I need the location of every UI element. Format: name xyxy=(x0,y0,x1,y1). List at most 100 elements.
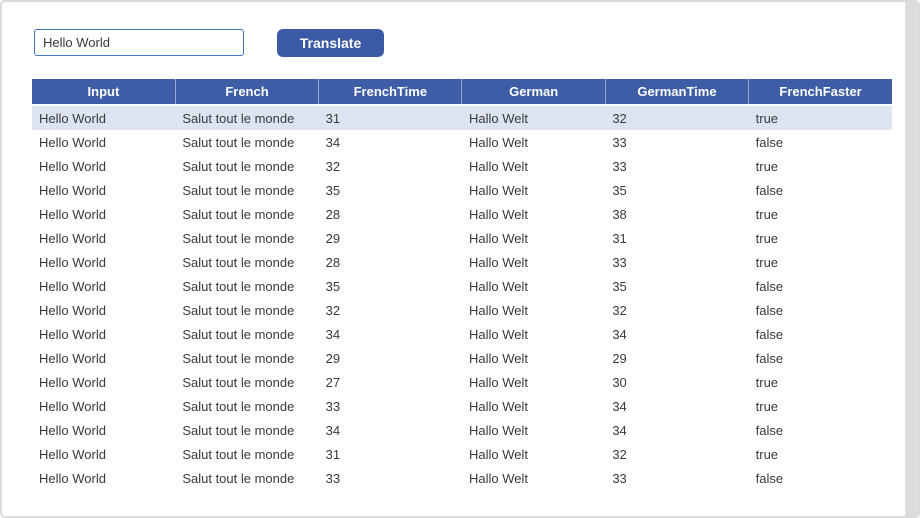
table-cell-germantime: 34 xyxy=(612,422,627,438)
table-row: Hello World Salut tout le monde 31 Hallo We… xyxy=(32,442,892,466)
column-header-frenchfaster: FrenchFaster xyxy=(748,79,892,106)
table-cell-frenchtime: 28 xyxy=(325,254,341,270)
table-cell-frenchtime: 34 xyxy=(325,422,341,438)
table-cell-input: Hello World xyxy=(39,326,106,342)
table-cell-french: Salut tout le monde xyxy=(182,470,295,486)
table-row: Hello World Salut tout le monde 35 Hallo We… xyxy=(32,178,892,202)
table-cell-german: Hallo Welt xyxy=(468,446,528,462)
table-cell-input: Hello World xyxy=(39,350,106,366)
table-cell-frenchtime: 35 xyxy=(325,278,341,294)
table-cell-german: Hallo Welt xyxy=(468,470,528,486)
table-cell-frenchfaster: false xyxy=(755,182,784,198)
table-cell-german: Hallo Welt xyxy=(468,254,528,270)
table-cell-input: Hello World xyxy=(39,470,106,486)
column-header-input: Input xyxy=(32,79,176,106)
scrollbar-track[interactable] xyxy=(905,2,918,516)
table-cell-german: Hallo Welt xyxy=(468,278,528,294)
table-cell-french: Salut tout le monde xyxy=(182,374,295,390)
table-cell-germantime: 29 xyxy=(612,350,627,366)
column-header-germantime: GermanTime xyxy=(605,79,750,106)
table-cell-frenchtime: 34 xyxy=(325,326,341,342)
table-cell-french: Salut tout le monde xyxy=(182,278,295,294)
table-row: Hello World Salut tout le monde 33 Hallo We… xyxy=(32,466,892,490)
table-cell-frenchfaster: true xyxy=(755,206,779,222)
table-header-row: Input French FrenchTime German GermanTim… xyxy=(32,79,892,106)
table-cell-french: Salut tout le monde xyxy=(182,230,295,246)
table-cell-german: Hallo Welt xyxy=(468,206,528,222)
table-cell-input: Hello World xyxy=(39,230,106,246)
table-cell-germantime: 30 xyxy=(612,374,627,390)
column-header-frenchtime: FrenchTime xyxy=(318,79,463,106)
table-cell-germantime: 32 xyxy=(605,105,749,130)
table-cell-germantime: 33 xyxy=(612,134,627,150)
table-cell-french: Salut tout le monde xyxy=(182,254,295,270)
table-cell-frenchfaster: false xyxy=(755,326,784,342)
table-row: Hello World Salut tout le monde 34 Hallo We… xyxy=(32,418,892,442)
table-cell-input: Hello World xyxy=(39,158,106,174)
table-cell-french: Salut tout le monde xyxy=(175,105,319,130)
table-cell-german: Hallo Welt xyxy=(468,302,528,318)
table-cell-input: Hello World xyxy=(39,398,106,414)
table-cell-frenchfaster: false xyxy=(755,350,784,366)
table-cell-germantime: 33 xyxy=(612,254,627,270)
table-cell-french: Salut tout le monde xyxy=(182,182,295,198)
table-row: Hello World Salut tout le monde 32 Hallo We… xyxy=(32,154,892,178)
table-cell-frenchfaster: true xyxy=(755,398,779,414)
table-cell-french: Salut tout le monde xyxy=(182,206,295,222)
table-cell-germantime: 38 xyxy=(612,206,627,222)
table-cell-frenchtime: 29 xyxy=(325,230,341,246)
table-row: Hello World Salut tout le monde 34 Hallo We… xyxy=(32,130,892,154)
table-cell-frenchfaster: true xyxy=(748,105,892,130)
table-cell-frenchtime: 29 xyxy=(325,350,341,366)
table-cell-input: Hello World xyxy=(39,302,106,318)
table-row: Hello World Salut tout le monde 29 Hallo We… xyxy=(32,226,892,250)
table-row: Hello World Salut tout le monde 33 Hallo We… xyxy=(32,394,892,418)
table-cell-german: Hallo Welt xyxy=(468,326,528,342)
table-row: Hello World Salut tout le monde 29 Hallo We… xyxy=(32,346,892,370)
table-cell-german: Hallo Welt xyxy=(468,182,528,198)
table-cell-germantime: 33 xyxy=(612,470,627,486)
table-cell-frenchfaster: true xyxy=(755,158,779,174)
table-cell-frenchtime: 35 xyxy=(325,182,341,198)
table-row: Hello World Salut tout le monde 35 Hallo We… xyxy=(32,274,892,298)
table-cell-frenchfaster: true xyxy=(755,446,779,462)
table-cell-german: Hallo Welt xyxy=(468,374,528,390)
table-cell-german: Hallo Welt xyxy=(461,105,606,130)
table-cell-input: Hello World xyxy=(39,422,106,438)
table-cell-input: Hello World xyxy=(39,374,106,390)
table-cell-french: Salut tout le monde xyxy=(182,350,295,366)
table-cell-french: Salut tout le monde xyxy=(182,446,295,462)
table-cell-frenchfaster: true xyxy=(755,230,779,246)
table-cell-frenchtime: 31 xyxy=(318,105,462,130)
table-cell-germantime: 34 xyxy=(612,398,627,414)
translate-input[interactable] xyxy=(34,29,244,56)
table-cell-frenchfaster: false xyxy=(755,134,784,150)
table-row: Hello World Salut tout le monde 27 Hallo We… xyxy=(32,370,892,394)
table-cell-french: Salut tout le monde xyxy=(182,422,295,438)
table-cell-input: Hello World xyxy=(39,278,106,294)
table-cell-french: Salut tout le monde xyxy=(182,302,295,318)
table-cell-frenchtime: 32 xyxy=(325,158,341,174)
table-cell-frenchtime: 33 xyxy=(325,398,341,414)
table-row: Hello World Salut tout le monde 32 Hallo We… xyxy=(32,298,892,322)
table-cell-german: Hallo Welt xyxy=(468,158,528,174)
table-cell-germantime: 31 xyxy=(612,230,627,246)
translate-button[interactable]: Translate xyxy=(277,29,384,57)
table-cell-frenchtime: 34 xyxy=(325,134,341,150)
table-cell-frenchfaster: true xyxy=(755,254,779,270)
table-cell-germantime: 35 xyxy=(612,182,627,198)
table-cell-germantime: 35 xyxy=(612,278,627,294)
table-cell-french: Salut tout le monde xyxy=(182,134,295,150)
table-cell-frenchtime: 32 xyxy=(325,302,341,318)
table-cell-input: Hello World xyxy=(32,105,176,130)
table-cell-german: Hallo Welt xyxy=(468,350,528,366)
table-cell-frenchfaster: false xyxy=(755,422,784,438)
column-header-german: German xyxy=(461,79,606,106)
table-row: Hello World Salut tout le monde 28 Hallo We… xyxy=(32,250,892,274)
table-cell-input: Hello World xyxy=(39,182,106,198)
table-cell-input: Hello World xyxy=(39,254,106,270)
table-cell-input: Hello World xyxy=(39,446,106,462)
table-cell-frenchfaster: false xyxy=(755,470,784,486)
table-cell-frenchtime: 27 xyxy=(325,374,341,390)
results-table: Input French FrenchTime German GermanTim… xyxy=(32,79,892,490)
